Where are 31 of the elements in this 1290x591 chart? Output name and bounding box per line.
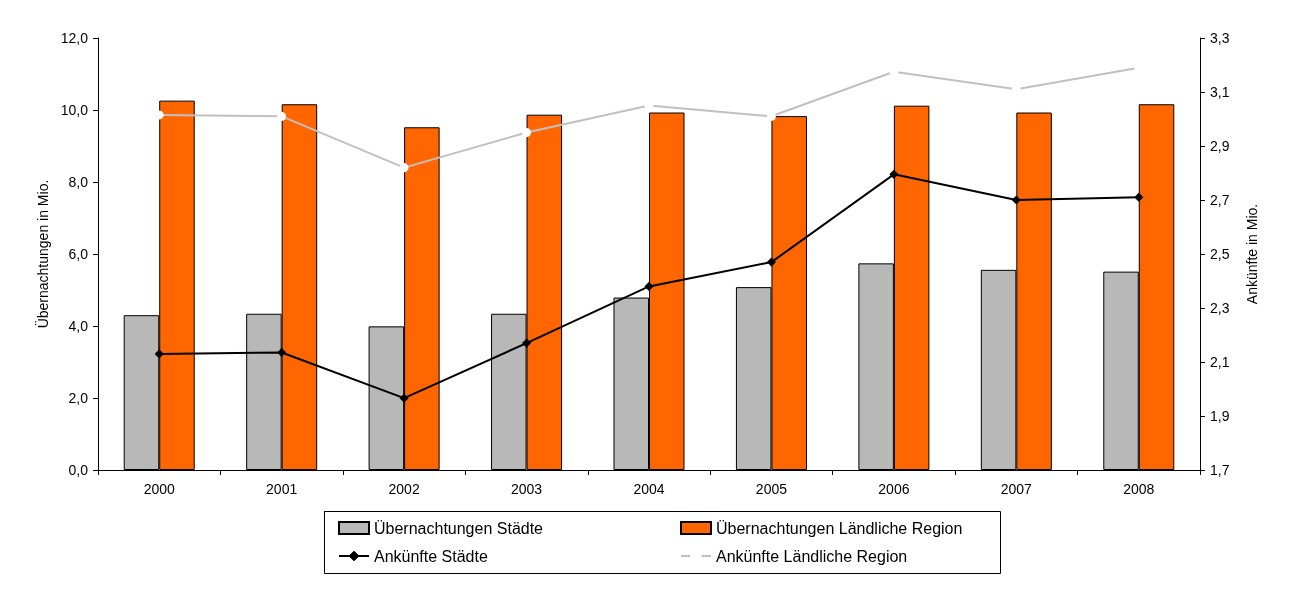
y-tick-label: 8,0 bbox=[68, 174, 89, 190]
y2-tick-label: 3,3 bbox=[1210, 30, 1230, 46]
y2-tick-label: 2,1 bbox=[1210, 354, 1230, 370]
legend-label: Ankünfte Ländliche Region bbox=[716, 547, 908, 565]
y2-axis-title: Ankünfte in Mio. bbox=[1244, 203, 1260, 305]
y-tick-label: 4,0 bbox=[68, 318, 89, 334]
y2-tick-label: 2,5 bbox=[1210, 246, 1230, 262]
x-tick-label: 2003 bbox=[510, 481, 543, 497]
x-tick-label: 2000 bbox=[143, 481, 175, 497]
y-tick-label: 6,0 bbox=[68, 246, 89, 262]
legend-label: Ankünfte Städte bbox=[374, 547, 488, 565]
y-tick-label: 2,0 bbox=[68, 390, 89, 406]
y2-tick-label: 2,3 bbox=[1210, 300, 1230, 316]
x-tick-label: 2007 bbox=[1000, 481, 1033, 497]
y2-tick-label: 1,7 bbox=[1210, 462, 1230, 478]
y2-tick-label: 2,7 bbox=[1210, 192, 1230, 208]
x-tick-label: 2006 bbox=[878, 481, 910, 497]
x-tick-label: 2001 bbox=[266, 481, 298, 497]
x-tick-label: 2004 bbox=[633, 481, 665, 497]
x-tick-label: 2005 bbox=[755, 481, 788, 497]
y-tick-label: 10,0 bbox=[60, 102, 89, 118]
x-tick-label: 2002 bbox=[388, 481, 420, 497]
y-tick-label: 12,0 bbox=[60, 30, 89, 46]
y2-tick-label: 2,9 bbox=[1210, 138, 1230, 154]
y-tick-label: 0,0 bbox=[68, 462, 89, 478]
legend-label: Übernachtungen Ländliche Region bbox=[716, 519, 963, 537]
x-tick-label: 2008 bbox=[1123, 481, 1155, 497]
y2-tick-label: 1,9 bbox=[1210, 408, 1230, 424]
legend-label: Übernachtungen Städte bbox=[374, 519, 544, 537]
y-axis-title: Übernachtungen in Mio. bbox=[33, 179, 51, 329]
y2-tick-label: 3,1 bbox=[1210, 84, 1230, 100]
